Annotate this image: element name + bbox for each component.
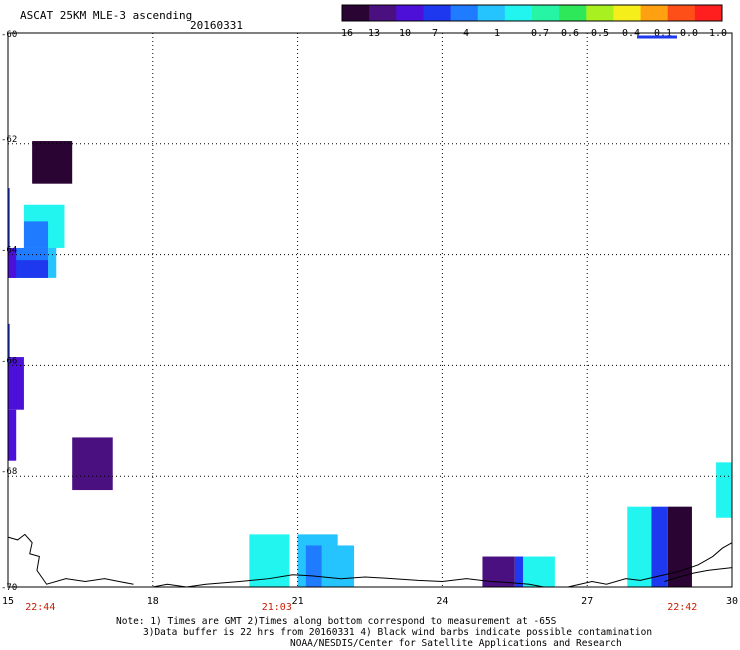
data-cell xyxy=(651,506,668,587)
colorbar-tick-label: -10 xyxy=(393,28,411,39)
colorbar-swatch xyxy=(450,5,479,21)
x-tick-label: 24 xyxy=(436,596,448,607)
plot-frame xyxy=(7,32,733,588)
footnote-line-1: Note: 1) Times are GMT 2)Times along bot… xyxy=(116,616,557,627)
colorbar-swatch xyxy=(532,5,560,21)
data-cell xyxy=(305,545,322,587)
y-tick-label: -70 xyxy=(1,583,17,593)
coastline xyxy=(152,574,544,588)
colorbar-tick-label: -7 xyxy=(426,28,438,39)
colorbar-swatch xyxy=(396,5,424,21)
colorbar-frame xyxy=(341,4,723,22)
data-cell xyxy=(72,437,113,491)
data-cell xyxy=(48,247,57,278)
footnote-line-2: 3)Data buffer is 22 hrs from 20160331 4)… xyxy=(143,627,653,638)
data-cell xyxy=(8,357,24,410)
colorbar-tick-label: -0.4 xyxy=(616,28,640,39)
colorbar-swatch xyxy=(613,5,642,21)
colorbar-swatch xyxy=(694,5,723,21)
chart-date: 20160331 xyxy=(190,19,243,32)
x-tick-label: 30 xyxy=(726,596,738,607)
data-cell xyxy=(8,409,17,461)
colorbar-swatch xyxy=(559,5,587,21)
time-label: 22:42 xyxy=(667,602,697,613)
y-tick-label: -68 xyxy=(1,467,17,477)
colorbar-swatch xyxy=(504,5,533,21)
data-cell xyxy=(523,556,555,587)
colorbar-swatch xyxy=(586,5,614,21)
colorbar-tick-label: -4 xyxy=(457,28,469,39)
coastline xyxy=(664,567,733,582)
colorbar-tick-label: -0.5 xyxy=(585,28,609,39)
data-cell xyxy=(514,556,524,587)
colorbar-tick-label: -0.7 xyxy=(525,28,549,39)
y-tick-label: -60 xyxy=(1,30,17,40)
colorbar-swatch xyxy=(369,5,397,21)
coastline xyxy=(7,533,134,585)
colorbar-tick-label: 0.0 xyxy=(680,28,698,39)
y-tick-label: -62 xyxy=(1,135,17,145)
time-label: 21:03 xyxy=(262,602,292,613)
colorbar-tick-label: -16 xyxy=(335,28,353,39)
colorbar-swatch xyxy=(423,5,452,21)
data-cell xyxy=(8,260,49,278)
data-cell xyxy=(627,506,652,587)
x-tick-label: 27 xyxy=(581,596,593,607)
y-tick-label: -66 xyxy=(1,356,17,366)
chart-title: ASCAT 25KM MLE-3 ascending xyxy=(20,9,193,22)
data-cell xyxy=(249,534,290,587)
colorbar-tick-label: -13 xyxy=(362,28,380,39)
colorbar-swatch xyxy=(477,5,506,21)
colorbar-swatch xyxy=(640,5,669,21)
data-cell xyxy=(32,141,73,184)
coastline xyxy=(567,542,733,588)
x-tick-label: 21 xyxy=(292,596,304,607)
data-cell xyxy=(8,247,17,278)
data-cell xyxy=(716,462,732,518)
x-tick-label: 18 xyxy=(147,596,159,607)
colorbar-tick-label: -0.1 xyxy=(648,28,672,39)
x-tick-label: 15 xyxy=(2,596,14,607)
colorbar-tick-label: -1 xyxy=(488,28,500,39)
time-label: 22:44 xyxy=(25,602,55,613)
colorbar-swatch xyxy=(342,5,370,21)
colorbar-tick-label: -0.6 xyxy=(555,28,579,39)
footnote-line-3: NOAA/NESDIS/Center for Satellite Applica… xyxy=(290,638,622,649)
colorbar-tick-label: 1.0 xyxy=(709,28,727,39)
data-cell xyxy=(23,221,49,248)
colorbar-swatch xyxy=(667,5,696,21)
y-tick-label: -64 xyxy=(1,246,17,256)
data-cell xyxy=(321,545,355,587)
